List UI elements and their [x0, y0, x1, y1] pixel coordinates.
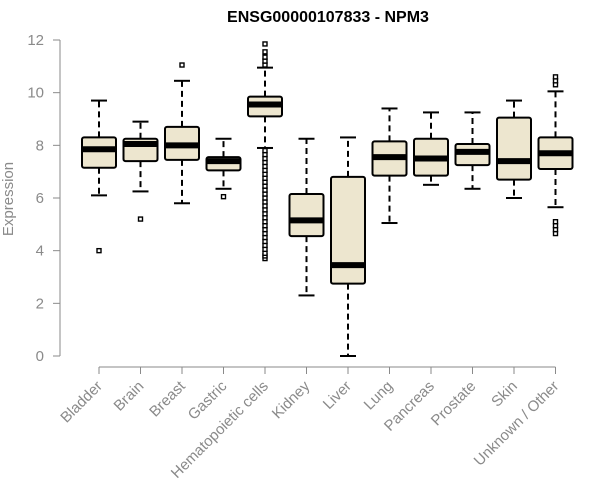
- x-tick-label: Bladder: [57, 378, 106, 427]
- iqr-box: [81, 136, 117, 169]
- x-tick-label: Brain: [111, 378, 148, 415]
- iqr-box: [288, 193, 325, 238]
- iqr-box: [330, 175, 366, 285]
- y-tick-label: 12: [27, 32, 44, 49]
- box-skin: [496, 99, 532, 199]
- outlier-point: [262, 54, 268, 60]
- outlier-point: [262, 49, 268, 55]
- box-series: [81, 41, 574, 357]
- x-tick-label: Skin: [488, 378, 521, 411]
- box-brain: [122, 120, 159, 222]
- x-tick-label: Kidney: [269, 377, 314, 422]
- outlier-point: [179, 62, 185, 68]
- outlier-point: [96, 247, 102, 254]
- x-tick-label: Liver: [320, 378, 355, 413]
- x-tick-label: Prostate: [428, 378, 480, 430]
- outlier-point: [552, 218, 559, 225]
- y-axis-label: Expression: [0, 162, 17, 236]
- box-liver: [330, 136, 366, 357]
- box-bladder: [81, 99, 117, 254]
- box-breast: [164, 62, 200, 205]
- box-prostate: [454, 111, 491, 190]
- y-tick-label: 4: [36, 243, 44, 260]
- box-gastric: [205, 137, 242, 200]
- box-pancreas: [413, 111, 449, 186]
- x-tick-label: Breast: [146, 377, 189, 420]
- outlier-point: [137, 216, 144, 222]
- box-hematopoietic-cells: [247, 41, 283, 262]
- y-tick-label: 10: [27, 85, 44, 102]
- y-tick-label: 2: [36, 295, 44, 312]
- box-unknown-other: [537, 74, 574, 237]
- x-tick-label: Lung: [361, 378, 397, 414]
- y-tick-label: 0: [36, 348, 44, 365]
- outlier-point: [262, 41, 268, 47]
- y-tick-label: 8: [36, 137, 44, 154]
- chart-title: ENSG00000107833 - NPM3: [227, 9, 429, 26]
- outlier-point: [552, 74, 559, 80]
- outlier-point: [220, 193, 227, 200]
- y-tick-label: 6: [36, 190, 44, 207]
- box-kidney: [288, 137, 325, 297]
- iqr-box: [496, 116, 532, 181]
- box-lung: [371, 107, 408, 225]
- outlier-point: [262, 147, 268, 154]
